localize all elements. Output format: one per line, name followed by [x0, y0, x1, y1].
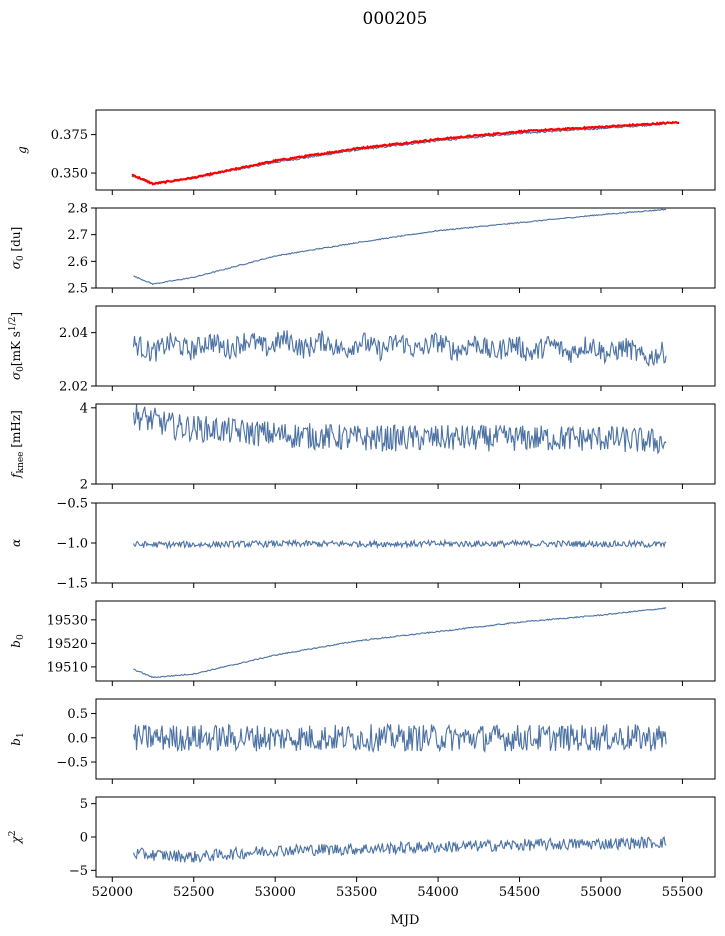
subplot-8: −5 0 5 52000 52500 53000 53500 54000 54500 55000 5… [8, 796, 716, 900]
y-tick-label: −5 [69, 864, 88, 879]
axes-frame [95, 109, 716, 191]
y-tick-label: −1.0 [56, 537, 88, 552]
x-tick-label: 55000 [580, 885, 621, 900]
subplot-grid: 0.350 0.375 g 2.5 2.6 2.7 2.8 σ0 [du] 2.02 2.04 σ0… [8, 109, 716, 900]
subplot-6: 19510 19520 19530 b0 [9, 600, 716, 686]
x-tick-label: 55500 [662, 885, 703, 900]
axes-frame [95, 403, 716, 485]
series-line [133, 208, 667, 286]
y-tick-label: 2.5 [67, 282, 88, 297]
x-tick-label: 52000 [92, 885, 133, 900]
y-tick-label: 19510 [47, 660, 88, 675]
series-line [132, 538, 667, 550]
y-tick-label: 2 [80, 478, 88, 493]
y-tick-label: −0.5 [56, 497, 88, 512]
y-tick-label: 19520 [47, 637, 88, 652]
series-line [132, 836, 667, 864]
y-axis-label: α [9, 539, 23, 547]
subplot-1: 0.350 0.375 g [15, 109, 716, 195]
y-tick-label: 2.7 [67, 228, 88, 243]
x-tick-label: 52500 [173, 885, 214, 900]
y-tick-label: 5 [80, 797, 88, 812]
y-tick-label: −1.5 [56, 577, 88, 592]
x-axis-label: MJD [391, 913, 420, 928]
x-tick-label: 53500 [336, 885, 377, 900]
y-axis-label: fknee [mHz] [9, 410, 26, 479]
axes-frame [95, 305, 716, 387]
figure-title: 000205 [363, 9, 428, 29]
y-axis-label: b1 [9, 732, 26, 745]
series-line [132, 330, 667, 367]
x-tick-label: 54000 [417, 885, 458, 900]
y-tick-label: 0.350 [51, 167, 88, 182]
subplot-4: 2 4 fknee [mHz] [9, 401, 716, 493]
y-axis-label: σ0 [du] [9, 227, 26, 270]
y-tick-label: −0.5 [56, 756, 88, 771]
y-tick-label: 4 [80, 401, 88, 416]
x-tick-label: 54500 [499, 885, 540, 900]
y-tick-label: 0.0 [67, 731, 88, 746]
y-tick-label: 2.04 [59, 326, 88, 341]
subplot-3: 2.02 2.04 σ0[mK s1/2] [8, 305, 716, 395]
series-line [133, 607, 667, 679]
y-axis-label: χ2 [8, 830, 23, 844]
series-line [132, 404, 667, 455]
y-axis-label: b0 [9, 634, 26, 648]
y-axis-label: g [15, 146, 29, 154]
axes-frame [95, 600, 716, 682]
y-tick-label: 19530 [47, 613, 88, 628]
y-tick-label: 0.5 [67, 707, 88, 722]
y-tick-label: 0.375 [51, 128, 88, 143]
y-tick-label: 2.6 [67, 255, 88, 270]
y-tick-label: 2.8 [67, 202, 88, 217]
subplot-7: −0.5 0.0 0.5 b1 [9, 698, 716, 784]
series-line-overlay [131, 120, 680, 186]
axes-frame [95, 796, 716, 878]
y-axis-label: σ0[mK s1/2] [8, 312, 26, 380]
x-tick-label: 53000 [255, 885, 296, 900]
subplot-5: −1.5 −1.0 −0.5 α [9, 497, 716, 592]
series-line [132, 722, 667, 754]
y-tick-label: 2.02 [59, 380, 88, 395]
y-tick-label: 0 [80, 831, 88, 846]
axes-frame [95, 698, 716, 780]
subplot-2: 2.5 2.6 2.7 2.8 σ0 [du] [9, 202, 716, 297]
axes-frame [95, 207, 716, 289]
